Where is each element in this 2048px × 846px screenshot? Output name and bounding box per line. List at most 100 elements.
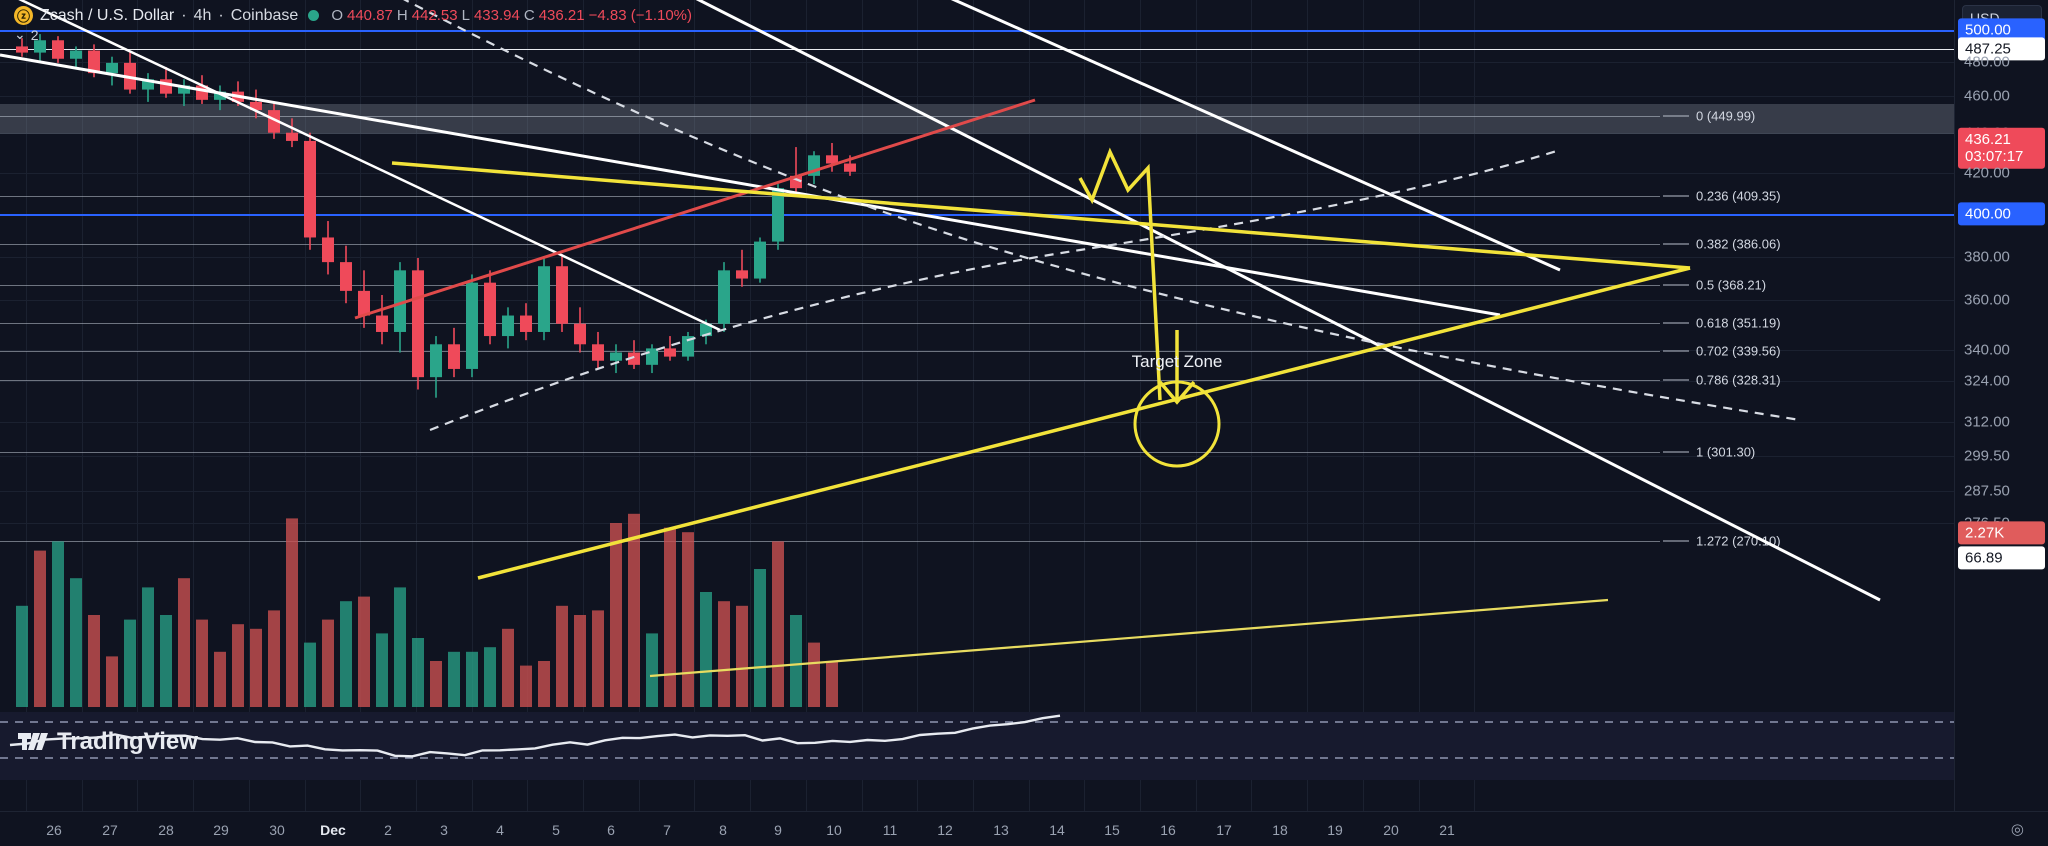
time-tick-label: 30 bbox=[269, 822, 285, 838]
gridline-horizontal bbox=[0, 173, 1955, 174]
volume-series bbox=[16, 513, 838, 707]
price-tag-value: 400.00 bbox=[1965, 205, 2011, 223]
volume-bar bbox=[124, 619, 136, 707]
price-tick-label: 312.00 bbox=[1964, 413, 2010, 431]
price-tick-label: 287.50 bbox=[1964, 482, 2010, 500]
header-sep-2: · bbox=[218, 6, 224, 24]
header-sep-1: · bbox=[181, 6, 187, 24]
time-tick-label: 26 bbox=[46, 822, 62, 838]
price-level-500-line[interactable] bbox=[0, 30, 1955, 32]
chevron-down-icon[interactable]: ⌄ bbox=[2022, 9, 2034, 25]
fib-level-line[interactable] bbox=[0, 380, 1660, 381]
symbol-name[interactable]: Zcash / U.S. Dollar bbox=[40, 6, 175, 24]
price-tag-red[interactable]: 436.21 03:07:17 bbox=[1958, 127, 2045, 169]
fib-level-tick bbox=[1663, 540, 1689, 542]
time-tick-label: 29 bbox=[213, 822, 229, 838]
volume-bar bbox=[340, 601, 352, 707]
volume-bar bbox=[538, 661, 550, 707]
fib-level-label: 0.702 (339.56) bbox=[1696, 343, 1781, 359]
volume-trendline-yellow[interactable] bbox=[649, 598, 1609, 678]
price-level-487-line[interactable] bbox=[0, 49, 1955, 50]
price-tag-white[interactable]: 487.25 bbox=[1958, 37, 2045, 61]
candle-body bbox=[268, 110, 280, 133]
price-level-400-line[interactable] bbox=[0, 214, 1955, 216]
low-value: 433.94 bbox=[473, 7, 520, 24]
fib-level-line[interactable] bbox=[0, 452, 1660, 453]
ohlc-values: O 440.87 H 442.53 L 433.94 C 436.21 −4.83 (−… bbox=[331, 7, 692, 24]
oscillator-series-line bbox=[9, 714, 1061, 758]
fib-level-tick bbox=[1663, 243, 1689, 245]
volume-bar bbox=[556, 605, 568, 707]
candle-body bbox=[106, 62, 118, 74]
trendline-dashed-group[interactable] bbox=[330, 0, 1801, 432]
volume-bar bbox=[610, 523, 622, 707]
indicator-collapse-badge[interactable]: ⌄ 2 bbox=[14, 26, 39, 43]
price-tag-blue[interactable]: 500.00 bbox=[1958, 18, 2045, 42]
trendline-white-group[interactable] bbox=[0, 0, 1881, 602]
projection-zigzag[interactable] bbox=[1078, 147, 1162, 401]
fib-level-tick bbox=[1663, 451, 1689, 453]
price-tag-redv[interactable]: 2.27K bbox=[1958, 521, 2045, 545]
fib-level-line[interactable] bbox=[0, 541, 1660, 542]
time-scale[interactable]: 26 27 28 29 30 Dec 2 3 4 5 6 7 8 9 10 11 12 13 14 15 16 17 18 1… bbox=[0, 811, 2048, 846]
crosshair-clock-icon[interactable]: ◎ bbox=[2010, 821, 2024, 838]
wedge-yellow[interactable] bbox=[391, 161, 1691, 580]
indicator-count: 2 bbox=[30, 26, 39, 43]
gridline-vertical bbox=[1251, 0, 1253, 812]
fib-level-line[interactable] bbox=[0, 244, 1660, 245]
candle-body bbox=[682, 336, 694, 357]
volume-bar bbox=[718, 601, 730, 707]
price-tick-label: 460.00 bbox=[1964, 87, 2010, 105]
price-tag-value: 436.21 bbox=[1965, 130, 2011, 148]
fib-level-line[interactable] bbox=[0, 116, 1660, 117]
gridline-vertical bbox=[1474, 0, 1476, 812]
trendline-red[interactable] bbox=[354, 98, 1036, 320]
gridline-vertical bbox=[81, 0, 83, 812]
change-value: −4.83 (−1.10%) bbox=[588, 7, 692, 24]
candle-body bbox=[538, 266, 550, 332]
gridline-vertical bbox=[638, 0, 640, 812]
volume-bar bbox=[520, 665, 532, 707]
candle-body bbox=[250, 101, 262, 111]
chart-canvas[interactable]: 0 (449.99) 0.236 (409.35) 0.382 (386.06) 0.… bbox=[0, 0, 1955, 812]
price-scale[interactable]: USD ⌄ 500.00487.25480.00460.00440.00436.… bbox=[1954, 0, 2048, 812]
gridline-horizontal bbox=[0, 381, 1955, 382]
price-tick-label: 324.00 bbox=[1964, 372, 2010, 390]
time-tick-label: 3 bbox=[440, 822, 448, 838]
fib-level-label: 0.618 (351.19) bbox=[1696, 315, 1781, 331]
price-tick-label: 420.00 bbox=[1964, 164, 2010, 182]
time-tick-label: 15 bbox=[1104, 822, 1120, 838]
gridline-vertical bbox=[193, 0, 195, 812]
gridline-horizontal bbox=[0, 257, 1955, 258]
fib-level-tick bbox=[1663, 322, 1689, 324]
fib-level-label: 1 (301.30) bbox=[1696, 444, 1756, 460]
chevron-down-icon[interactable]: ⌄ bbox=[14, 26, 26, 42]
gridline-vertical bbox=[304, 0, 306, 812]
fib-level-line[interactable] bbox=[0, 196, 1660, 197]
volume-bar bbox=[88, 615, 100, 707]
gridline-horizontal bbox=[0, 523, 1955, 524]
volume-bar bbox=[592, 610, 604, 707]
high-key: H bbox=[396, 7, 408, 24]
price-tag-blue[interactable]: 400.00 bbox=[1958, 202, 2045, 226]
volume-bar bbox=[754, 569, 766, 707]
candle-body bbox=[556, 266, 568, 324]
gridline-vertical bbox=[26, 0, 27, 812]
price-tag-white[interactable]: 66.89 bbox=[1958, 546, 2045, 570]
fib-level-line[interactable] bbox=[0, 351, 1660, 352]
target-zone-marker[interactable] bbox=[1133, 330, 1221, 468]
candle-body bbox=[178, 85, 190, 94]
candle-body bbox=[484, 282, 496, 337]
gridline-vertical bbox=[917, 0, 919, 812]
fib-level-line[interactable] bbox=[0, 323, 1660, 324]
exchange-label[interactable]: Coinbase bbox=[230, 6, 299, 24]
fib-level-line[interactable] bbox=[0, 285, 1660, 286]
gridline-vertical bbox=[1362, 0, 1364, 812]
oscillator-layer bbox=[0, 714, 1955, 759]
gridline-vertical bbox=[415, 0, 417, 812]
interval-label[interactable]: 4h bbox=[193, 6, 212, 24]
time-tick-label: 20 bbox=[1383, 822, 1399, 838]
time-tick-label: 27 bbox=[102, 822, 118, 838]
